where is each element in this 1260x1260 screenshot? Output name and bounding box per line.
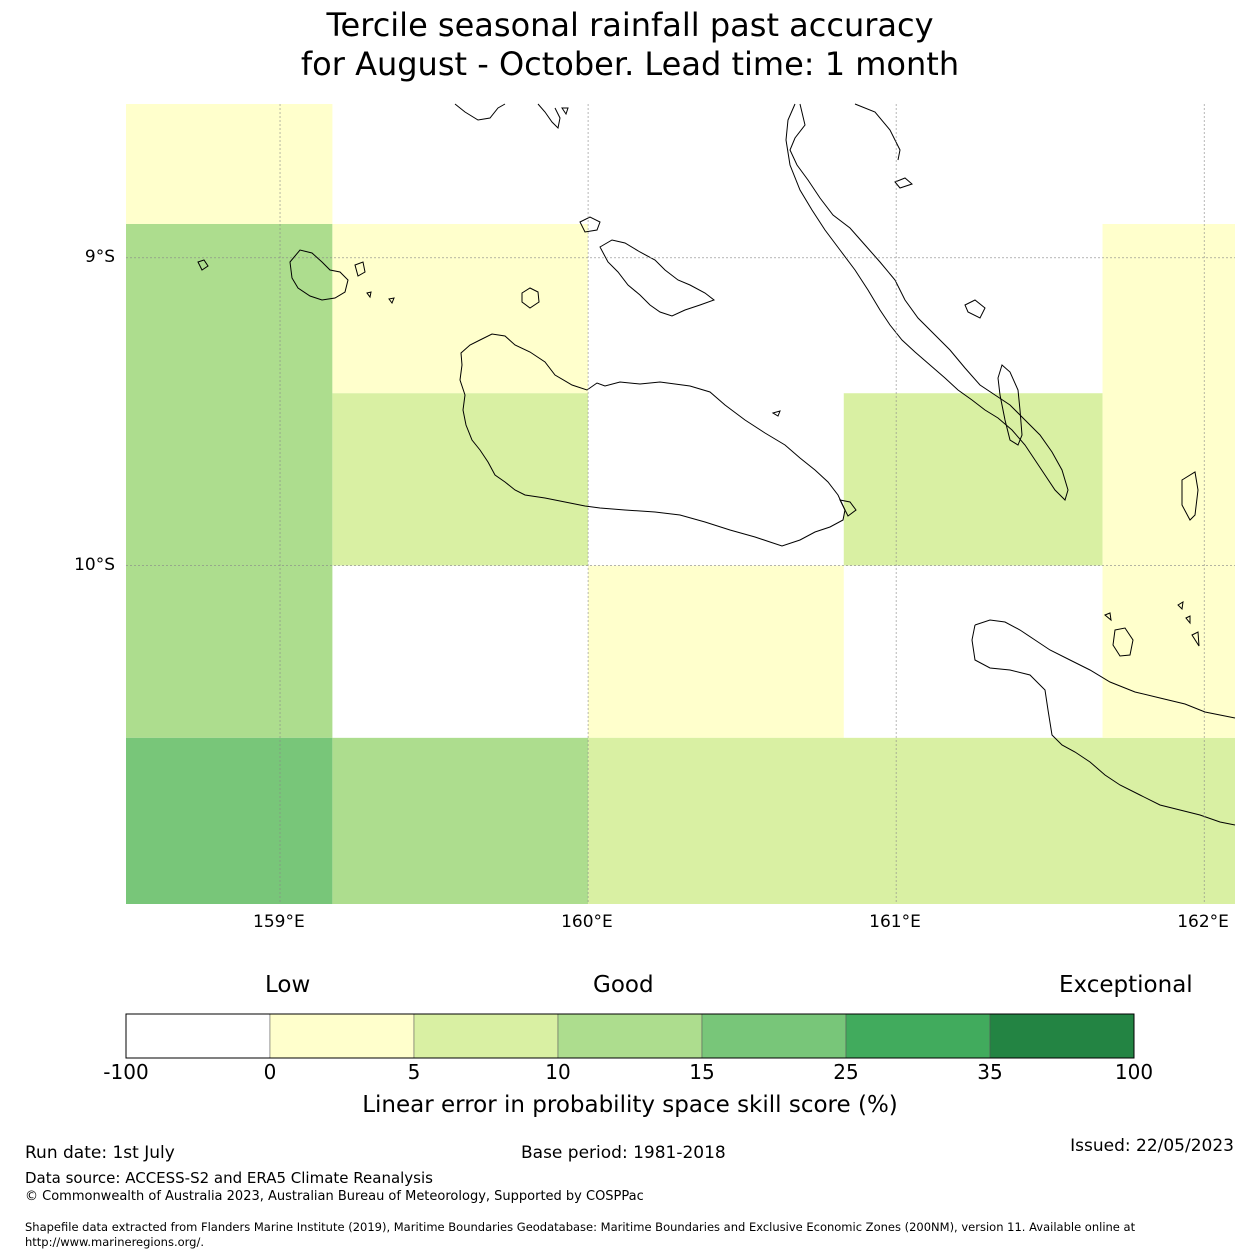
- grid-cell: [126, 104, 333, 224]
- colorbar-swatch: [701, 1013, 847, 1059]
- colorbar-swatch: [557, 1013, 703, 1059]
- colorbar-swatch: [989, 1013, 1135, 1059]
- grid-cell: [126, 737, 333, 904]
- colorbar-label-good: Good: [593, 972, 654, 998]
- lon-label: 162°E: [1177, 912, 1229, 932]
- grid-cell: [588, 565, 844, 738]
- run-date: Run date: 1st July: [25, 1143, 175, 1163]
- data-source: Data source: ACCESS-S2 and ERA5 Climate …: [25, 1169, 433, 1187]
- coastline-russell-islands: [289, 249, 349, 301]
- shapefile-credit-line-2: http://www.marineregions.org/.: [25, 1235, 204, 1249]
- colorbar-label-exceptional: Exceptional: [1059, 972, 1193, 998]
- coastline-makira: [974, 619, 1236, 719]
- coastline-islet: [521, 287, 540, 309]
- chart-title-line-2: for August - October. Lead time: 1 month: [300, 45, 960, 83]
- copyright: © Commonwealth of Australia 2023, Austra…: [25, 1189, 644, 1204]
- coastline-santa-isabel: [454, 103, 506, 121]
- colorbar-label-low: Low: [265, 972, 311, 998]
- colorbar-tick-label: 0: [263, 1060, 277, 1084]
- colorbar-swatch: [269, 1013, 415, 1059]
- lat-label: 10°S: [74, 554, 115, 575]
- chart-title-line-1: Tercile seasonal rainfall past accuracy: [326, 6, 934, 44]
- coastline-malaita: [785, 103, 1069, 501]
- coastline-florida-islands: [599, 239, 716, 317]
- colorbar-tick-label: 10: [545, 1060, 571, 1084]
- lon-label: 159°E: [253, 912, 305, 932]
- graticule: [126, 104, 1235, 904]
- colorbar-frame: [125, 1013, 1135, 1059]
- colorbar-axis-label: Linear error in probability space skill …: [362, 1092, 898, 1118]
- colorbar-tick-label: 100: [1114, 1060, 1154, 1084]
- shapefile-credit-line-1: Shapefile data extracted from Flanders M…: [25, 1220, 1136, 1234]
- lon-label: 160°E: [561, 912, 613, 932]
- grid-cell: [588, 737, 1235, 904]
- colorbar-tick-label: 25: [833, 1060, 859, 1084]
- grid-cell: [843, 393, 1103, 566]
- colorbar: [125, 1013, 1135, 1059]
- colorbar-tick-label: -100: [103, 1060, 149, 1084]
- grid-cell: [332, 224, 589, 394]
- coastline-guadalcanal: [459, 333, 846, 547]
- base-period: Base period: 1981-2018: [521, 1143, 726, 1163]
- colorbar-swatch: [845, 1013, 991, 1059]
- grid-cell: [332, 393, 589, 566]
- colorbar-swatch: [125, 1013, 271, 1059]
- colorbar-tick-label: 5: [407, 1060, 421, 1084]
- colorbar-swatch: [413, 1013, 559, 1059]
- colorbar-tick-label: 15: [689, 1060, 715, 1084]
- lat-label: 9°S: [84, 246, 115, 267]
- skill-grid-cells: [126, 104, 1235, 904]
- grid-cell: [1102, 224, 1235, 738]
- issued-date: Issued: 22/05/2023: [1070, 1136, 1234, 1156]
- lon-label: 161°E: [869, 912, 921, 932]
- grid-cell: [332, 737, 589, 904]
- colorbar-tick-label: 35: [977, 1060, 1003, 1084]
- grid-cell: [126, 224, 333, 738]
